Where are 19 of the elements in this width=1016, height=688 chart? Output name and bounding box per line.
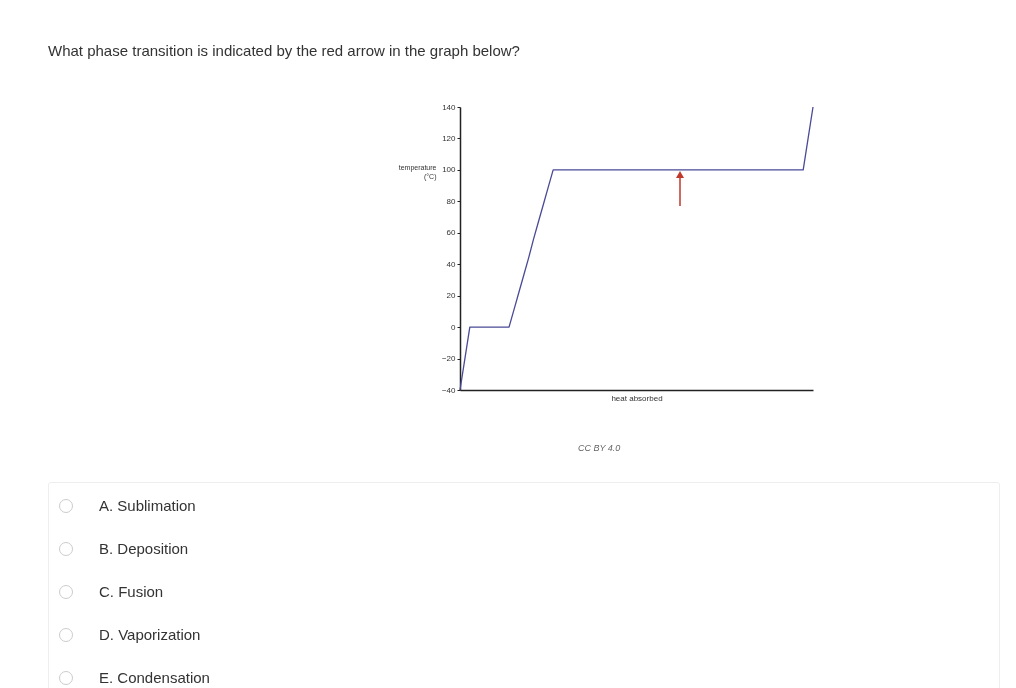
y-tick-label: −20 xyxy=(441,354,457,364)
text: E. Condensation xyxy=(99,669,210,686)
line-series xyxy=(459,106,814,391)
y-tick-label: 80 xyxy=(446,196,457,206)
y-tick-label: −40 xyxy=(441,385,457,395)
text: D. Vaporization xyxy=(99,626,201,643)
text: A. Sublimation xyxy=(99,497,196,514)
y-tick-label: 120 xyxy=(442,133,457,143)
y-tick-label: 60 xyxy=(446,228,457,238)
x-axis-title: heat absorbed xyxy=(611,393,663,403)
y-tick-label: 20 xyxy=(446,291,457,301)
text: C. Fusion xyxy=(99,583,164,600)
text: B. Deposition xyxy=(99,540,189,557)
y-tick-label: 100 xyxy=(442,165,457,175)
y-tick-label: 0 xyxy=(451,322,457,332)
text: CC BY 4.0 xyxy=(578,443,621,453)
y-tick-label: 40 xyxy=(446,259,457,269)
text: What phase transition is indicated by the red arrow in the graph below? xyxy=(48,42,520,59)
y-tick-label: 140 xyxy=(442,102,457,112)
